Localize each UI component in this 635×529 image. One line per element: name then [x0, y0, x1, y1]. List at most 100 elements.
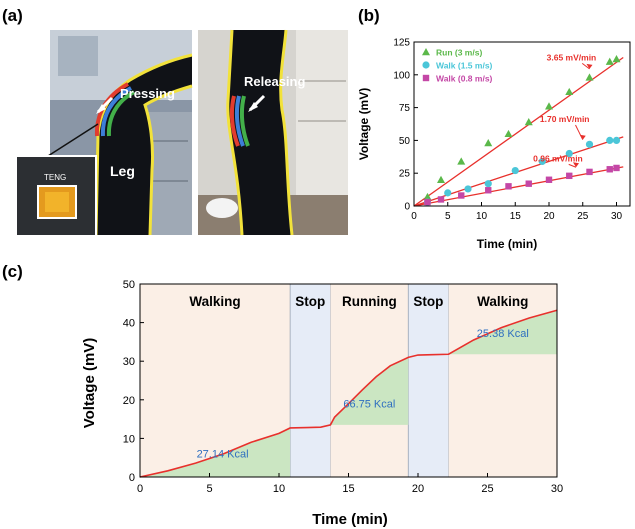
b-point-circle [612, 136, 621, 144]
b-legend-marker-triangle [422, 48, 430, 56]
b-point-circle [538, 157, 546, 165]
c-band-activity [448, 284, 557, 477]
b-x-tick-label: 5 [445, 211, 451, 222]
b-rate-arrow [581, 62, 590, 70]
voltage-vs-time-activity-chart: Walking Stop Running Stop Walking 27.14 Kcal… [81, 279, 563, 528]
c-band-stop [289, 283, 331, 478]
c-plot-frame [139, 283, 558, 478]
b-rate-annotations: 3.65 mV/min 1.70 mV/min 0.96 mV/min [533, 52, 597, 168]
c-y-tick-label: 30 [123, 356, 135, 368]
c-x-tick-label: 10 [273, 483, 285, 495]
b-x-tick-label: 15 [510, 211, 522, 222]
b-y-tick-label: 50 [399, 136, 411, 147]
b-point-triangle [484, 139, 493, 147]
b-x-axis-label: Time (min) [477, 237, 537, 251]
b-point-triangle [612, 55, 621, 63]
leg-label: Leg [110, 163, 135, 179]
b-legend-marker-circle [422, 61, 430, 69]
b-y-tick-label: 125 [393, 38, 410, 49]
b-y-tick-label: 100 [393, 70, 410, 81]
c-segment-label: Running [342, 294, 397, 309]
b-point-circle [484, 180, 492, 188]
c-y-tick-label: 0 [129, 472, 135, 484]
b-y-axis-label: Voltage (mV) [357, 88, 371, 160]
c-band-stop [407, 283, 449, 478]
c-voltage-line [139, 309, 558, 478]
c-y-tick-label: 50 [123, 279, 135, 291]
b-legend-label: Walk (0.8 m/s) [436, 74, 493, 84]
b-rate-label: 1.70 mV/min [540, 114, 590, 124]
c-y-tick-label: 20 [123, 395, 135, 407]
c-energy-fills [140, 310, 557, 477]
panel-label-b: (b) [358, 6, 380, 25]
b-point-triangle [504, 129, 513, 138]
b-point-triangle [585, 73, 594, 81]
b-x-tick-label: 20 [543, 211, 555, 222]
b-point-square [586, 168, 593, 176]
c-energy-fill [140, 427, 291, 477]
b-y-tick-label: 25 [399, 169, 411, 180]
c-energy-fill [448, 310, 557, 355]
b-rate-arrowhead [573, 162, 579, 168]
b-legend-marker-square [422, 74, 430, 82]
teng-label: TENG [44, 173, 66, 182]
photo-releasing: Releasing [198, 29, 348, 236]
pressing-label: Pressing [120, 86, 175, 101]
b-rate-label: 3.65 mV/min [547, 52, 597, 62]
b-rate-arrowhead [586, 63, 593, 69]
b-point-square [545, 176, 553, 183]
c-energy-fill [330, 357, 409, 425]
b-point-circle [606, 136, 614, 144]
b-axis-ticks: 0 5 10 15 20 25 30 0 25 50 75 100 125 [393, 38, 622, 223]
b-legend-label: Run (3 m/s) [436, 48, 482, 58]
c-segment-labels: Walking Stop Running Stop Walking [189, 294, 528, 309]
b-point-triangle [565, 87, 574, 96]
c-x-tick-label: 20 [412, 483, 424, 495]
b-legend-label: Walk (1.5 m/s) [436, 61, 493, 71]
c-segment-label: Stop [413, 294, 443, 309]
c-x-tick-label: 5 [206, 483, 212, 495]
b-point-square [566, 172, 573, 180]
b-plot-frame [413, 41, 631, 207]
c-x-axis-label: Time (min) [312, 511, 388, 528]
b-x-tick-label: 25 [577, 211, 589, 222]
b-point-square [525, 180, 532, 187]
releasing-label: Releasing [244, 74, 305, 89]
b-y-tick-label: 75 [399, 103, 411, 114]
c-x-tick-label: 0 [137, 483, 143, 495]
c-segment-label: Stop [295, 294, 325, 309]
c-y-axis-label: Voltage (mV) [81, 338, 98, 429]
b-legend: Run (3 m/s) Walk (1.5 m/s) Walk (0.8 m/s) [422, 48, 493, 84]
panel-label-c: (c) [2, 262, 23, 281]
b-point-circle [585, 140, 594, 148]
c-y-tick-label: 40 [123, 318, 135, 330]
c-x-tick-label: 30 [551, 483, 563, 495]
b-point-triangle [423, 192, 432, 201]
c-energy-label: 25.38 Kcal [477, 328, 529, 340]
c-x-tick-label: 15 [342, 483, 354, 495]
b-point-square [458, 192, 465, 199]
c-energy-label: 66.75 Kcal [343, 398, 395, 410]
c-y-tick-label: 10 [123, 433, 135, 445]
c-segment-label: Walking [477, 294, 528, 309]
b-point-triangle [545, 102, 553, 110]
b-point-square [613, 164, 620, 172]
b-point-triangle [605, 57, 614, 65]
b-point-square [424, 198, 431, 206]
b-point-circle [565, 149, 573, 158]
c-segment-label: Walking [189, 294, 240, 309]
c-axis-ticks: 0 5 10 15 20 25 30 0 10 20 30 40 50 [123, 279, 563, 495]
b-point-square [485, 187, 492, 194]
b-x-tick-label: 30 [611, 211, 623, 222]
b-point-circle [511, 166, 519, 175]
photo-pressing: Pressing Leg [47, 30, 193, 236]
b-data-points [423, 55, 621, 206]
b-fit-line [413, 56, 624, 207]
b-point-square [606, 166, 613, 173]
b-rate-arrow [568, 163, 577, 168]
c-energy-label: 27.14 Kcal [197, 448, 249, 460]
b-point-triangle [457, 157, 466, 165]
b-x-tick-label: 10 [476, 211, 488, 222]
b-y-tick-label: 0 [404, 202, 410, 213]
teng-inset: TENG [15, 155, 97, 237]
